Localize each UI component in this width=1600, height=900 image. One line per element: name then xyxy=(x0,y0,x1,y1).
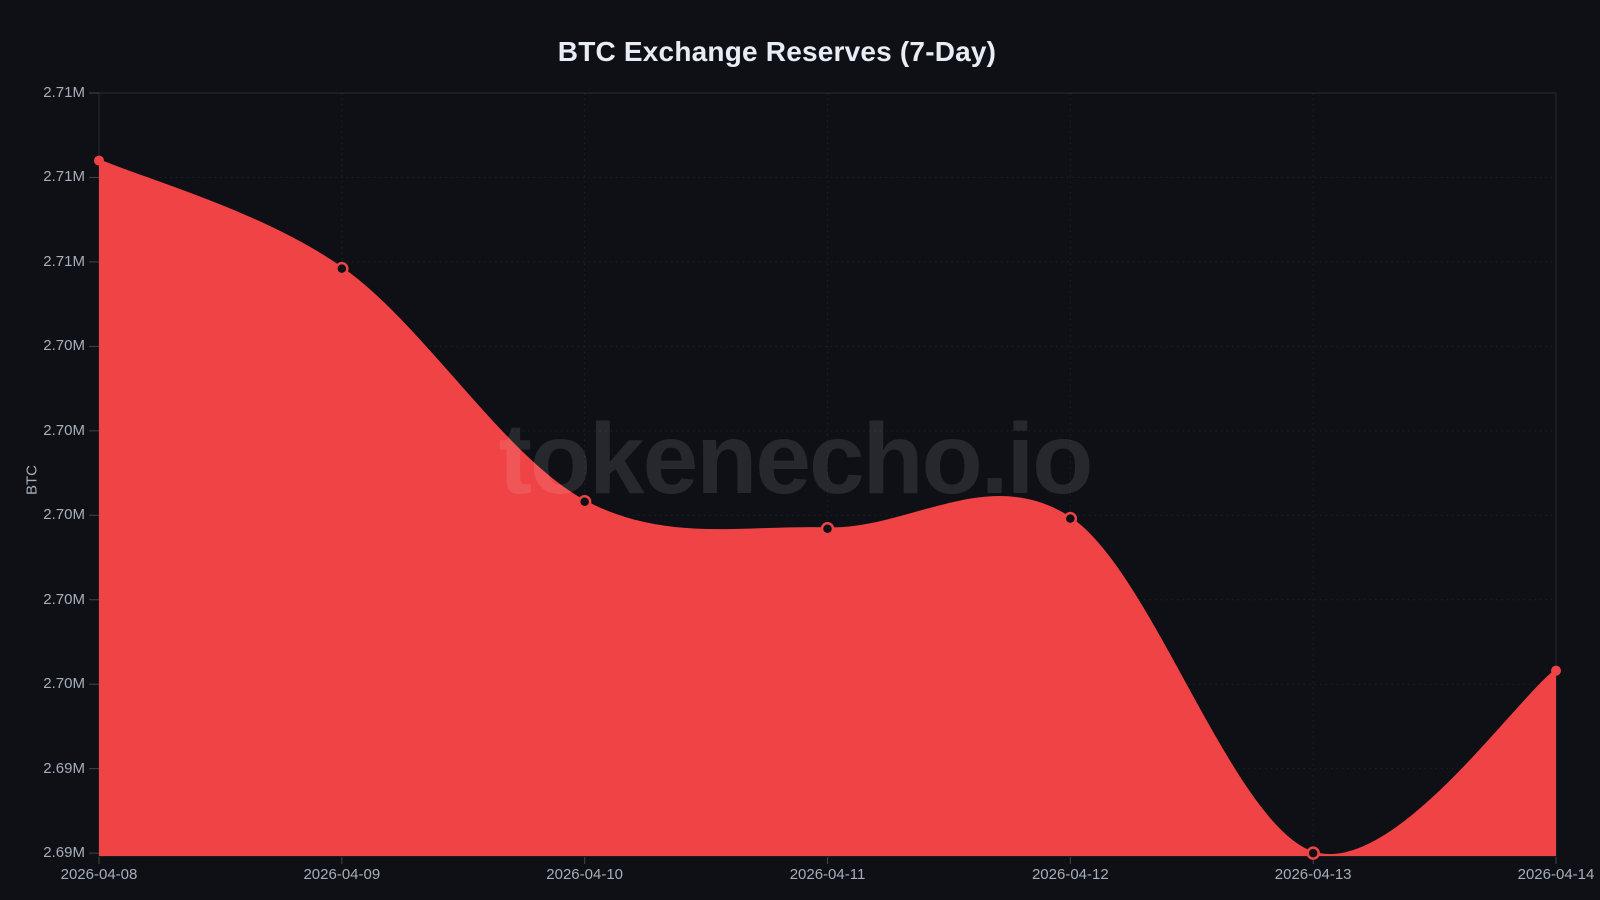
x-tick-label: 2026-04-11 xyxy=(789,866,866,883)
x-tick-label: 2026-04-14 xyxy=(1517,866,1595,883)
data-point-marker[interactable] xyxy=(820,522,835,536)
y-tick-label: 2.70M xyxy=(43,337,85,355)
y-axis-title: BTC xyxy=(23,465,41,495)
x-tick-label: 2026-04-10 xyxy=(546,866,624,883)
data-point-marker[interactable] xyxy=(1551,665,1561,676)
y-tick-label: 2.71M xyxy=(43,84,85,101)
y-tick-label: 2.70M xyxy=(43,421,85,439)
y-tick-label: 2.69M xyxy=(43,759,85,777)
y-tick-label: 2.70M xyxy=(43,506,85,524)
data-point-marker[interactable] xyxy=(1063,511,1078,526)
data-point-marker[interactable] xyxy=(335,261,349,276)
y-tick-label: 2.70M xyxy=(43,675,85,693)
data-point-marker[interactable] xyxy=(577,495,592,509)
x-tick-label: 2026-04-13 xyxy=(1274,866,1352,883)
x-tick-label: 2026-04-08 xyxy=(60,866,138,883)
data-point-marker[interactable] xyxy=(94,155,104,166)
y-tick-label: 2.69M xyxy=(43,844,85,862)
y-tick-label: 2.71M xyxy=(43,252,85,270)
y-tick-label: 2.71M xyxy=(43,168,85,186)
area-fill xyxy=(99,160,1556,856)
data-point-marker[interactable] xyxy=(1306,846,1320,860)
x-tick-label: 2026-04-12 xyxy=(1031,866,1109,883)
y-tick-label: 2.70M xyxy=(43,590,85,608)
chart-title: BTC Exchange Reserves (7-Day) xyxy=(557,36,997,67)
x-tick-label: 2026-04-09 xyxy=(303,866,381,883)
